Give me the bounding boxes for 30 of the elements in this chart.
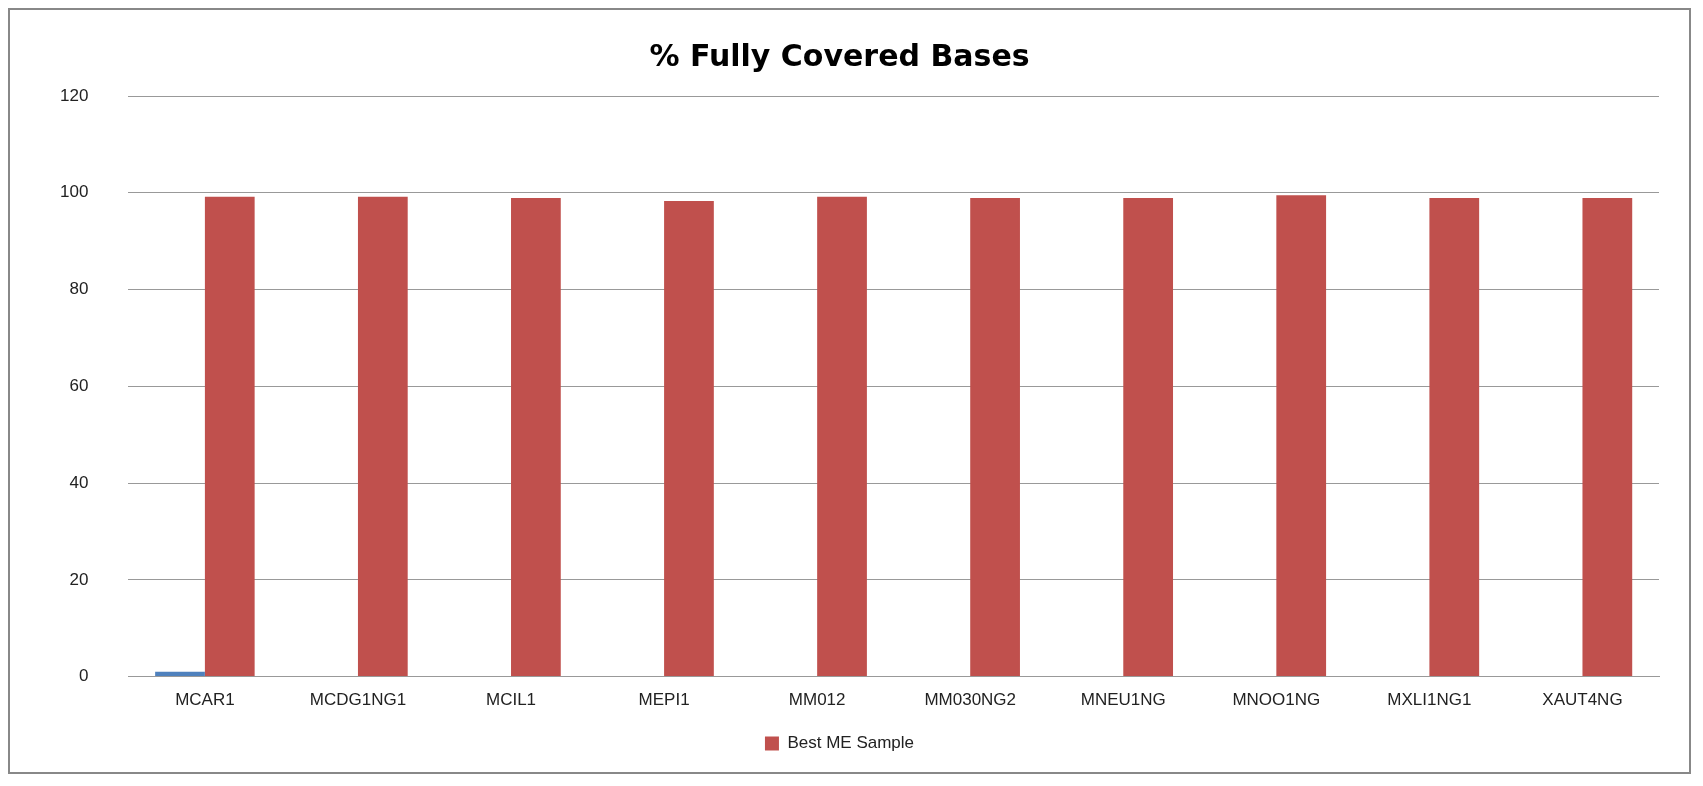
y-tick-label: 100 bbox=[59, 182, 89, 202]
bar bbox=[817, 196, 867, 677]
y-tick-label: 20 bbox=[69, 569, 89, 589]
legend-label: Best ME Sample bbox=[787, 733, 915, 753]
y-tick-label: 120 bbox=[59, 85, 89, 105]
chart-title: % Fully Covered Bases bbox=[649, 37, 1030, 73]
bar bbox=[1429, 198, 1480, 677]
x-tick-label: MCIL1 bbox=[485, 690, 537, 710]
x-tick-label: MNEU1NG bbox=[1080, 690, 1166, 710]
bar bbox=[155, 671, 205, 677]
x-tick-label: MXLI1NG1 bbox=[1387, 690, 1472, 710]
x-tick-label: MCDG1NG1 bbox=[309, 690, 407, 710]
x-tick-label: MEPI1 bbox=[638, 690, 690, 710]
x-tick-label: MCAR1 bbox=[175, 690, 235, 710]
y-tick-label: 60 bbox=[69, 375, 89, 395]
bar bbox=[664, 200, 714, 677]
bar bbox=[1123, 198, 1174, 677]
bar bbox=[1276, 195, 1327, 677]
x-tick-label: XAUT4NG bbox=[1542, 690, 1623, 710]
y-tick-label: 40 bbox=[69, 472, 89, 492]
bar bbox=[511, 198, 561, 677]
bar bbox=[204, 196, 255, 677]
x-tick-label: MNOO1NG bbox=[1232, 690, 1321, 710]
bar bbox=[970, 198, 1020, 677]
x-tick-label: MM012 bbox=[788, 690, 846, 710]
y-tick-label: 0 bbox=[78, 666, 89, 686]
bar bbox=[357, 196, 408, 677]
bar bbox=[1582, 198, 1633, 677]
x-tick-label: MM030NG2 bbox=[924, 690, 1017, 710]
y-tick-label: 80 bbox=[69, 279, 89, 299]
